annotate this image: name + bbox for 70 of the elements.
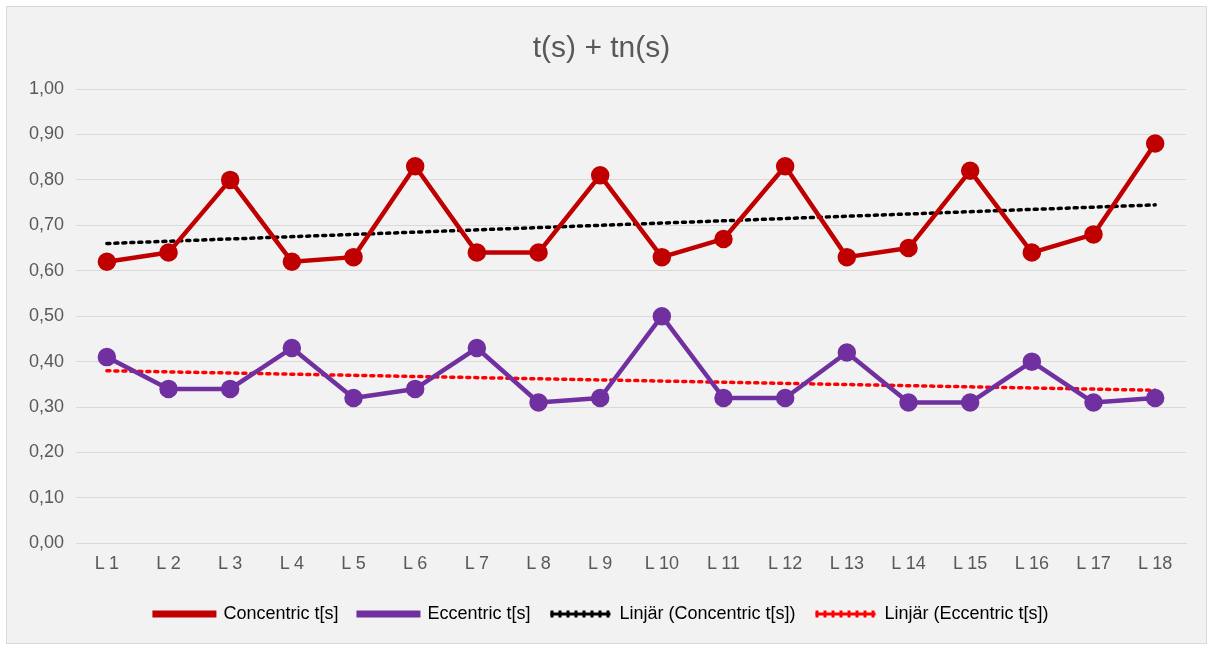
point [899, 238, 918, 258]
point [467, 338, 487, 358]
y-tick-label: 0,10 [28, 486, 65, 507]
point [405, 379, 425, 399]
x-tick-label: L 3 [218, 553, 243, 574]
point [590, 166, 610, 185]
point [467, 243, 487, 262]
point [282, 338, 302, 358]
x-tick-label: L 10 [644, 553, 680, 574]
point [1022, 352, 1042, 371]
x-tick-label: L 1 [94, 553, 120, 574]
y-tick-label: 0,20 [28, 441, 65, 462]
point [405, 157, 425, 176]
y-tick-label: 0,70 [28, 214, 65, 235]
x-tick-label: L 17 [1076, 553, 1111, 574]
x-tick-label: L 11 [707, 553, 741, 574]
point [1145, 134, 1165, 153]
point [590, 388, 610, 408]
x-tick-label: L 15 [952, 553, 988, 574]
x-tick-label: L 5 [341, 553, 366, 574]
y-tick-label: 0,40 [28, 350, 65, 371]
point [837, 343, 857, 362]
y-tick-label: 0,80 [28, 168, 65, 189]
point [714, 388, 733, 408]
x-tick-label: L 13 [829, 553, 865, 574]
point [282, 252, 302, 271]
point [344, 388, 363, 408]
legend-label: Linjär (Eccentric t[s]) [884, 602, 1049, 623]
y-tick-label: 0,60 [28, 259, 65, 280]
point [1145, 388, 1165, 408]
point [899, 393, 918, 412]
point [775, 388, 795, 408]
legend-label: Eccentric t[s] [427, 602, 531, 623]
point [159, 379, 178, 399]
point [652, 306, 672, 326]
point [529, 393, 548, 412]
point [97, 347, 117, 367]
x-tick-label: L 8 [526, 553, 551, 574]
y-tick-label: 1,00 [28, 77, 65, 98]
point [220, 379, 240, 399]
point [960, 393, 980, 412]
y-tick-label: 0,90 [28, 123, 65, 144]
x-tick-label: L 4 [279, 553, 305, 574]
point [159, 243, 178, 262]
y-tick-label: 0,30 [28, 396, 65, 417]
y-tick-label: 0,50 [28, 305, 65, 326]
point [220, 170, 240, 190]
x-tick-label: L 6 [403, 553, 428, 574]
x-tick-label: L 14 [891, 553, 926, 574]
point [97, 252, 117, 271]
point [1022, 243, 1042, 262]
point [1084, 393, 1103, 412]
point [775, 157, 795, 176]
x-tick-label: L 16 [1014, 553, 1050, 574]
point [960, 161, 980, 181]
x-tick-label: L 7 [464, 553, 490, 574]
point [344, 247, 363, 267]
legend-label: Linjär (Concentric t[s]) [619, 602, 796, 623]
chart-title: t(s) + tn(s) [532, 30, 671, 64]
point [529, 243, 548, 262]
point [652, 247, 672, 267]
x-tick-label: L 12 [767, 553, 803, 574]
legend-label: Concentric t[s] [223, 602, 339, 623]
point [714, 229, 733, 249]
y-tick-label: 0,00 [28, 532, 65, 553]
point [1084, 225, 1103, 244]
x-tick-label: L 18 [1137, 553, 1173, 574]
point [837, 247, 857, 267]
x-tick-label: L 9 [588, 553, 613, 574]
x-tick-label: L 2 [156, 553, 181, 574]
